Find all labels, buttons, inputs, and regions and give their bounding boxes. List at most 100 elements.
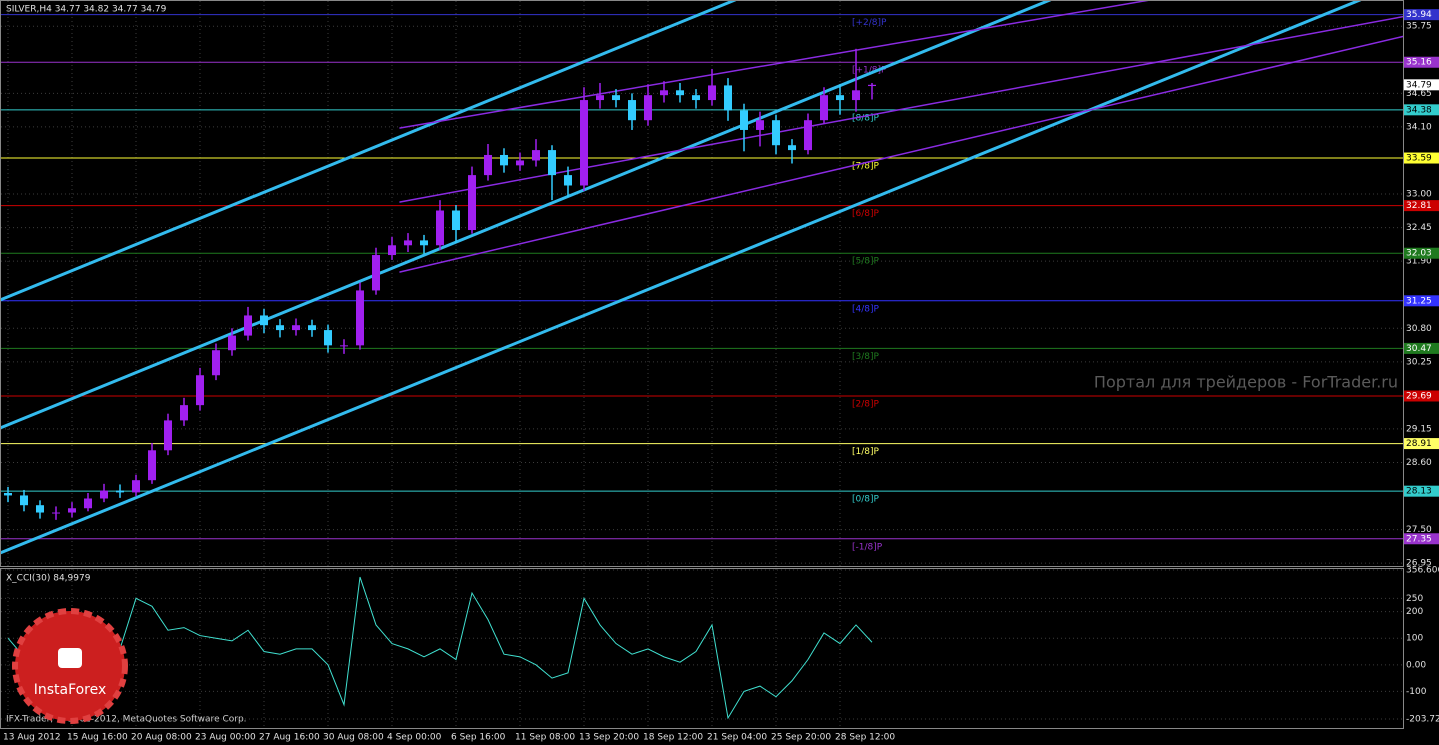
- y-tick-label: 28.60: [1406, 458, 1432, 468]
- y-tick-label: -203.723: [1406, 715, 1439, 725]
- x-tick-label: 25 Sep 20:00: [771, 733, 831, 743]
- level-price-label: 32.03: [1406, 249, 1432, 259]
- candle-body: [276, 325, 284, 331]
- level-price-label: 34.38: [1406, 105, 1432, 115]
- channel-line: [1, 1, 737, 302]
- candle-body: [116, 490, 124, 493]
- level-price-box: [1404, 342, 1439, 354]
- y-tick-label: 0.00: [1406, 660, 1426, 670]
- channel-line: [1, 1, 1362, 555]
- chart-title: SILVER,H4 34.77 34.82 34.77 34.79: [6, 5, 167, 15]
- candle-body: [644, 95, 652, 121]
- candle-body: [468, 175, 476, 231]
- candle-body: [356, 290, 364, 346]
- candle-body: [836, 95, 844, 101]
- level-price-box: [1404, 152, 1439, 164]
- level-price-label: 30.47: [1406, 344, 1432, 354]
- level-label: [6/8]P: [852, 209, 880, 219]
- y-tick-label: 200: [1406, 607, 1423, 617]
- candle-body: [452, 210, 460, 231]
- candle-body: [68, 508, 76, 513]
- candle-body: [324, 330, 332, 346]
- y-tick-label: 100: [1406, 634, 1423, 644]
- y-tick-label: 32.45: [1406, 223, 1432, 233]
- candle-body: [724, 85, 732, 111]
- channel-line: [399, 1, 1149, 129]
- candle-body: [852, 90, 860, 101]
- y-tick-label: 29.15: [1406, 424, 1432, 434]
- candle-body: [372, 255, 380, 291]
- logo: InstaForex: [12, 608, 128, 724]
- main-frame: [0, 0, 1404, 567]
- indicator-title: X_CCI(30) 84,9979: [6, 574, 91, 584]
- last-price-box: [1404, 79, 1439, 91]
- level-price-label: 32.81: [1406, 201, 1432, 211]
- level-label: [0/8]P: [852, 495, 880, 505]
- level-price-label: 28.91: [1406, 439, 1432, 449]
- y-tick-label: -100: [1406, 687, 1427, 697]
- level-label: [4/8]P: [852, 304, 880, 314]
- candle-body: [484, 154, 492, 176]
- x-tick-label: 13 Aug 2012: [3, 733, 61, 743]
- candle-body: [772, 120, 780, 146]
- x-tick-label: 28 Sep 12:00: [835, 733, 895, 743]
- level-label: [3/8]P: [852, 352, 880, 362]
- logo-text: InstaForex: [34, 682, 107, 698]
- level-price-label: 33.59: [1406, 154, 1432, 164]
- x-tick-label: 4 Sep 00:00: [387, 733, 442, 743]
- level-label: [7/8]P: [852, 162, 880, 172]
- level-price-box: [1404, 56, 1439, 68]
- x-tick-label: 27 Aug 16:00: [259, 733, 320, 743]
- candle-body: [228, 335, 236, 351]
- candle-body: [196, 375, 204, 406]
- level-price-label: 27.35: [1406, 534, 1432, 544]
- y-tick-label: 34.65: [1406, 89, 1432, 99]
- level-label: [+1/8]P: [852, 66, 887, 76]
- level-label: [8/8]P: [852, 113, 880, 123]
- x-tick-label: 20 Aug 08:00: [131, 733, 192, 743]
- y-tick-label: 30.25: [1406, 357, 1432, 367]
- candle-body: [820, 95, 828, 121]
- candle-body: [516, 160, 524, 166]
- candle-body: [4, 493, 12, 496]
- y-tick-label: 27.50: [1406, 525, 1432, 535]
- level-price-box: [1404, 390, 1439, 402]
- x-tick-label: 13 Sep 20:00: [579, 733, 639, 743]
- level-price-box: [1404, 104, 1439, 116]
- candle-body: [244, 315, 252, 336]
- x-tick-label: 15 Aug 16:00: [67, 733, 128, 743]
- level-label: [5/8]P: [852, 257, 880, 267]
- level-label: [+2/8]P: [852, 18, 887, 28]
- copyright: IFX-Trader, © 2001-2012, MetaQuotes Soft…: [6, 715, 247, 725]
- channel-lines: [1, 1, 1403, 555]
- candle-body: [804, 120, 812, 151]
- candle-body: [260, 315, 268, 326]
- candle-body: [84, 498, 92, 509]
- level-price-box: [1404, 485, 1439, 497]
- candle-body: [532, 150, 540, 161]
- level-price-box: [1404, 200, 1439, 212]
- candle-body: [756, 120, 764, 130]
- candle-body: [52, 512, 60, 514]
- candle-body: [660, 90, 668, 96]
- level-label: [2/8]P: [852, 399, 880, 409]
- level-price-label: 31.25: [1406, 296, 1432, 306]
- level-price-label: 28.13: [1406, 487, 1432, 497]
- candle-body: [148, 450, 156, 481]
- cci-line: [7, 576, 873, 720]
- candle-body: [692, 95, 700, 101]
- candle-body: [100, 490, 108, 499]
- candle-body: [708, 85, 716, 101]
- channel-line: [1, 1, 1052, 430]
- candle-body: [612, 95, 620, 101]
- candle-body: [404, 240, 412, 246]
- x-tick-label: 23 Aug 00:00: [195, 733, 256, 743]
- candle-body: [596, 95, 604, 101]
- x-tick-label: 6 Sep 16:00: [451, 733, 506, 743]
- y-tick-label: 33.00: [1406, 190, 1432, 200]
- channel-line: [399, 15, 1403, 203]
- candle-body: [20, 495, 28, 506]
- y-tick-label: 26.95: [1406, 559, 1432, 569]
- candle-body: [180, 405, 188, 421]
